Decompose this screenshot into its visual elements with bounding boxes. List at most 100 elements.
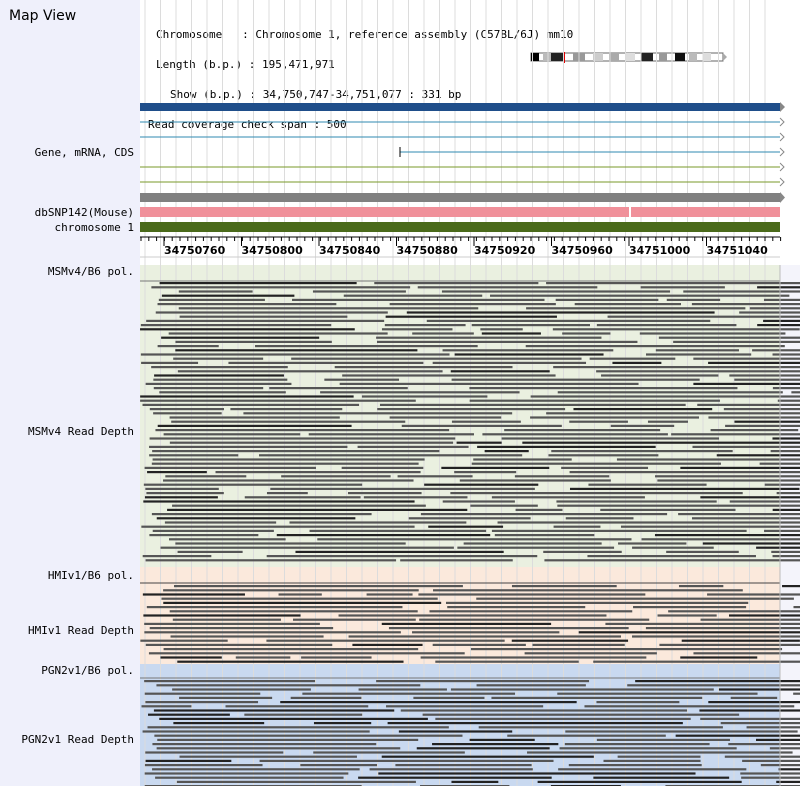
transcript-1 xyxy=(140,117,785,127)
msm-read xyxy=(420,513,668,516)
msm-read xyxy=(169,538,286,541)
msm-read xyxy=(655,475,800,478)
hmi-read xyxy=(782,585,800,588)
msm-read xyxy=(178,290,253,293)
msm-read xyxy=(389,416,502,419)
msm-read xyxy=(791,391,800,394)
pgn-read xyxy=(568,764,702,767)
pgn-read xyxy=(144,680,316,683)
msm-read xyxy=(693,357,800,360)
msm-read xyxy=(692,445,800,448)
msm-read xyxy=(557,391,783,394)
msm-read xyxy=(601,374,719,377)
msm-read xyxy=(424,483,539,486)
pgn-read xyxy=(675,734,800,737)
pgn-read xyxy=(708,701,800,704)
msm-read xyxy=(228,361,424,364)
msm-read xyxy=(168,332,388,335)
hmi-read xyxy=(177,660,404,663)
msm-read xyxy=(552,328,800,331)
msm-read xyxy=(151,462,419,465)
msm-read xyxy=(269,387,408,390)
msm-panel-bg xyxy=(140,265,780,567)
msm-read xyxy=(561,466,649,469)
pgn-read xyxy=(603,759,701,762)
hmi-read xyxy=(412,631,560,634)
pgn-read xyxy=(778,768,800,771)
msm-read xyxy=(324,378,400,381)
msm-read xyxy=(145,382,292,385)
msm-read xyxy=(772,508,800,511)
hmi-read xyxy=(174,585,463,588)
msm-read xyxy=(771,550,800,553)
msm-read xyxy=(155,429,450,432)
hmi-read xyxy=(381,622,552,625)
pgn-read xyxy=(144,692,261,695)
pgn-read xyxy=(259,759,554,762)
msm-read xyxy=(153,387,264,390)
msm-read xyxy=(451,420,521,423)
msm-read xyxy=(471,462,721,465)
msm-read xyxy=(149,445,348,448)
msm-read xyxy=(178,307,479,310)
msm-read xyxy=(175,349,418,352)
msm-read xyxy=(776,492,800,495)
pgn-read xyxy=(141,705,192,708)
msm-read xyxy=(161,294,295,297)
msm-read xyxy=(140,395,354,398)
pgn-read xyxy=(369,768,533,771)
pgn-read xyxy=(142,730,370,733)
msm-read xyxy=(562,332,611,335)
msm-read xyxy=(230,408,343,411)
msm-read xyxy=(171,420,406,423)
hmi-read xyxy=(419,618,650,621)
msm-read xyxy=(381,328,453,331)
axis-tick-label: 34750800 xyxy=(242,244,304,257)
msm-read xyxy=(600,508,736,511)
msm-read xyxy=(172,504,426,507)
pgn-read xyxy=(718,688,800,691)
msm-read xyxy=(161,336,320,339)
pgn-read xyxy=(435,717,691,720)
msm-read xyxy=(157,424,352,427)
msm-read xyxy=(158,298,265,301)
msm-read xyxy=(477,445,656,448)
msm-read xyxy=(291,357,582,360)
msm-read xyxy=(309,529,487,532)
pgn-read xyxy=(596,738,730,741)
chromosome-ideogram[interactable] xyxy=(529,52,729,64)
pgn-read xyxy=(728,743,800,746)
axis-tick-label: 34750760 xyxy=(164,244,226,257)
pgn-read xyxy=(156,684,421,687)
msm-read xyxy=(655,349,739,352)
msm-read xyxy=(693,382,800,385)
msm-read xyxy=(151,286,411,289)
msm-read xyxy=(658,336,800,339)
msm-read xyxy=(376,336,602,339)
msm-read xyxy=(565,517,634,520)
hmi-read xyxy=(142,593,245,596)
msm-read xyxy=(596,370,800,373)
msm-read xyxy=(723,408,800,411)
msm-read xyxy=(149,534,259,537)
msm-read xyxy=(708,361,800,364)
msm-read xyxy=(145,559,397,562)
msm-read xyxy=(569,487,800,490)
pgn-read xyxy=(225,705,369,708)
msm-read xyxy=(522,441,800,444)
hmi-read xyxy=(420,656,647,659)
msm-read xyxy=(406,311,715,314)
msm-read xyxy=(543,550,622,553)
msm-read xyxy=(557,504,800,507)
pgn-read xyxy=(156,747,401,750)
chromosome-bar xyxy=(140,222,780,232)
pgn-read xyxy=(179,755,357,758)
hmi-read xyxy=(146,606,403,609)
pgn-read xyxy=(507,734,666,737)
pgn-read xyxy=(422,713,740,716)
msm-read xyxy=(159,282,357,285)
pgn-read xyxy=(398,730,513,733)
msm-read xyxy=(149,437,456,440)
gray-feature-bar-arrow xyxy=(780,192,785,203)
